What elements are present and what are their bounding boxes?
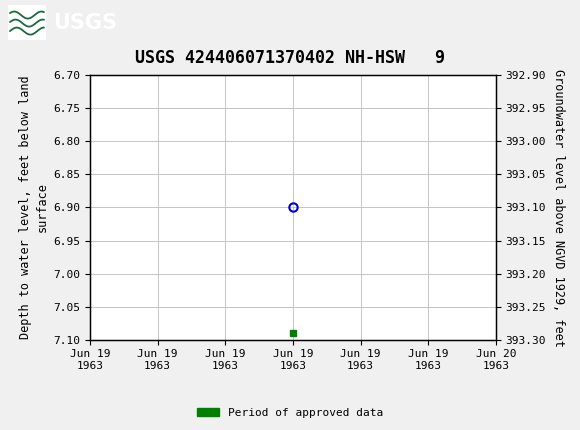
Text: USGS 424406071370402 NH-HSW   9: USGS 424406071370402 NH-HSW 9 [135,49,445,68]
Legend: Period of approved data: Period of approved data [193,403,387,422]
Y-axis label: Depth to water level, feet below land
surface: Depth to water level, feet below land su… [19,76,49,339]
Text: USGS: USGS [53,13,117,33]
FancyBboxPatch shape [8,5,46,40]
Y-axis label: Groundwater level above NGVD 1929, feet: Groundwater level above NGVD 1929, feet [552,68,565,347]
